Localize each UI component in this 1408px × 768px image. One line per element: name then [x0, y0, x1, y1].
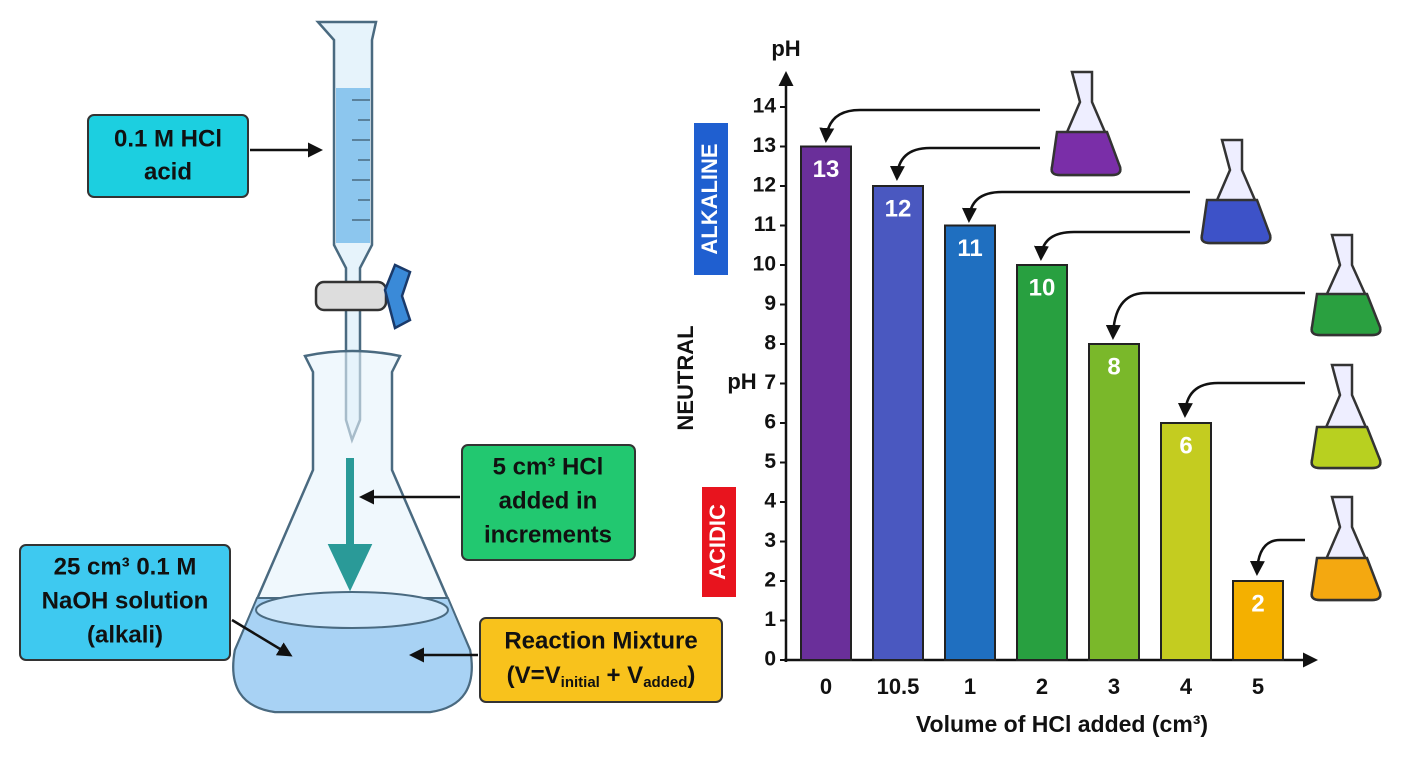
label-text: 0.1 M HCl	[114, 125, 222, 152]
value-label: 2	[1251, 590, 1264, 617]
region-label: NEUTRAL	[673, 325, 698, 430]
bar	[872, 185, 924, 661]
burette-acid	[336, 88, 370, 243]
bar	[800, 145, 852, 661]
region-label: pH	[727, 369, 756, 394]
y-axis-label: pH	[771, 36, 800, 61]
bar	[1160, 422, 1212, 661]
y-tick-label: 5	[764, 450, 776, 473]
flask-liquid	[1310, 425, 1382, 470]
flask-liquid	[1050, 130, 1122, 177]
formula-part: (V=V	[507, 662, 561, 689]
arrow	[961, 190, 1190, 223]
label-text: 25 cm³ 0.1 M	[54, 553, 197, 580]
increment-callout: 5 cm³ HCl added in increments	[359, 444, 636, 561]
alkali-callout: 25 cm³ 0.1 M NaOH solution (alkali)	[19, 544, 293, 661]
value-label: 13	[813, 156, 840, 183]
region-label: ACIDIC	[705, 504, 730, 580]
acid-callout: 0.1 M HCl acid	[87, 114, 323, 198]
label-text: Reaction Mixture	[504, 627, 697, 654]
flask-liquid	[1310, 556, 1382, 602]
label-text: 5 cm³ HCl	[493, 453, 604, 480]
x-tick-label: 0	[820, 674, 832, 699]
label-box	[461, 444, 636, 561]
value-label: 6	[1179, 432, 1192, 459]
y-tick-label: 8	[764, 332, 776, 355]
y-tick-label: 11	[754, 213, 777, 236]
label-box	[19, 544, 231, 661]
value-label: 11	[957, 235, 982, 262]
y-tick-label: 0	[764, 648, 776, 671]
apparatus	[232, 20, 473, 714]
formula-sub: added	[643, 674, 687, 691]
arrow	[889, 146, 1040, 181]
value-label: 10	[1029, 274, 1056, 301]
flask-liquid	[1310, 292, 1382, 337]
label-text: NaOH solution	[42, 587, 209, 614]
y-tick-label: 1	[764, 608, 776, 631]
stopcock	[314, 280, 388, 312]
x-tick-label: 2	[1036, 674, 1048, 699]
y-tick-label: 3	[764, 529, 776, 552]
flasks	[1050, 70, 1382, 602]
bar	[1088, 343, 1140, 661]
x-tick-label: 5	[1252, 674, 1264, 699]
y-tick-label: 4	[764, 490, 776, 513]
formula-sub: initial	[561, 674, 600, 691]
label-box	[479, 617, 723, 703]
acidic-box	[702, 487, 736, 597]
x-axis-label: Volume of HCl added (cm³)	[916, 711, 1208, 737]
x-tick-label: 1	[964, 674, 976, 699]
y-tick-label: 2	[764, 569, 776, 592]
label-text: increments	[484, 521, 612, 548]
flask-arrows	[819, 108, 1305, 576]
y-tick-label: 9	[764, 292, 776, 315]
y-tick-label: 7	[764, 371, 776, 394]
drop-arrow	[327, 458, 373, 592]
arrow	[1033, 230, 1190, 261]
stopcock-handle	[383, 263, 412, 330]
arrow	[819, 108, 1040, 143]
flask-liquid	[232, 597, 473, 713]
bar	[1016, 264, 1068, 661]
formula-part: + V	[600, 662, 643, 689]
arrow	[1249, 538, 1305, 576]
chart: ALKALINE NEUTRAL pH ACIDIC pH Volume of …	[673, 36, 1382, 737]
x-tick-label: 3	[1108, 674, 1120, 699]
arrow	[231, 618, 293, 657]
y-tick-label: 14	[753, 95, 777, 118]
x-tick-label: 4	[1180, 674, 1193, 699]
y-tick-label: 6	[764, 411, 776, 434]
x-tick-label: 10.5	[877, 674, 920, 699]
arrow	[1177, 381, 1305, 418]
value-label: 8	[1107, 353, 1120, 380]
label-formula: (V=Vinitial + Vadded)	[507, 662, 696, 691]
value-label: 12	[885, 195, 912, 222]
formula-part: )	[687, 662, 695, 689]
label-text: (alkali)	[87, 621, 163, 648]
bar	[944, 224, 996, 661]
label-text: acid	[144, 158, 192, 185]
y-tick-label: 13	[753, 134, 776, 157]
liquid-surface	[255, 591, 449, 629]
label-box	[87, 114, 249, 198]
alkaline-box	[694, 123, 728, 275]
bar	[1232, 580, 1284, 661]
y-tick-label: 12	[753, 174, 776, 197]
mixture-callout: Reaction Mixture (V=Vinitial + Vadded)	[409, 617, 723, 703]
flask-liquid	[1200, 198, 1272, 245]
region-label: ALKALINE	[697, 143, 722, 254]
arrow	[1105, 291, 1305, 340]
label-text: added in	[499, 487, 598, 514]
y-tick-label: 10	[753, 253, 776, 276]
burette-scale	[352, 99, 370, 221]
